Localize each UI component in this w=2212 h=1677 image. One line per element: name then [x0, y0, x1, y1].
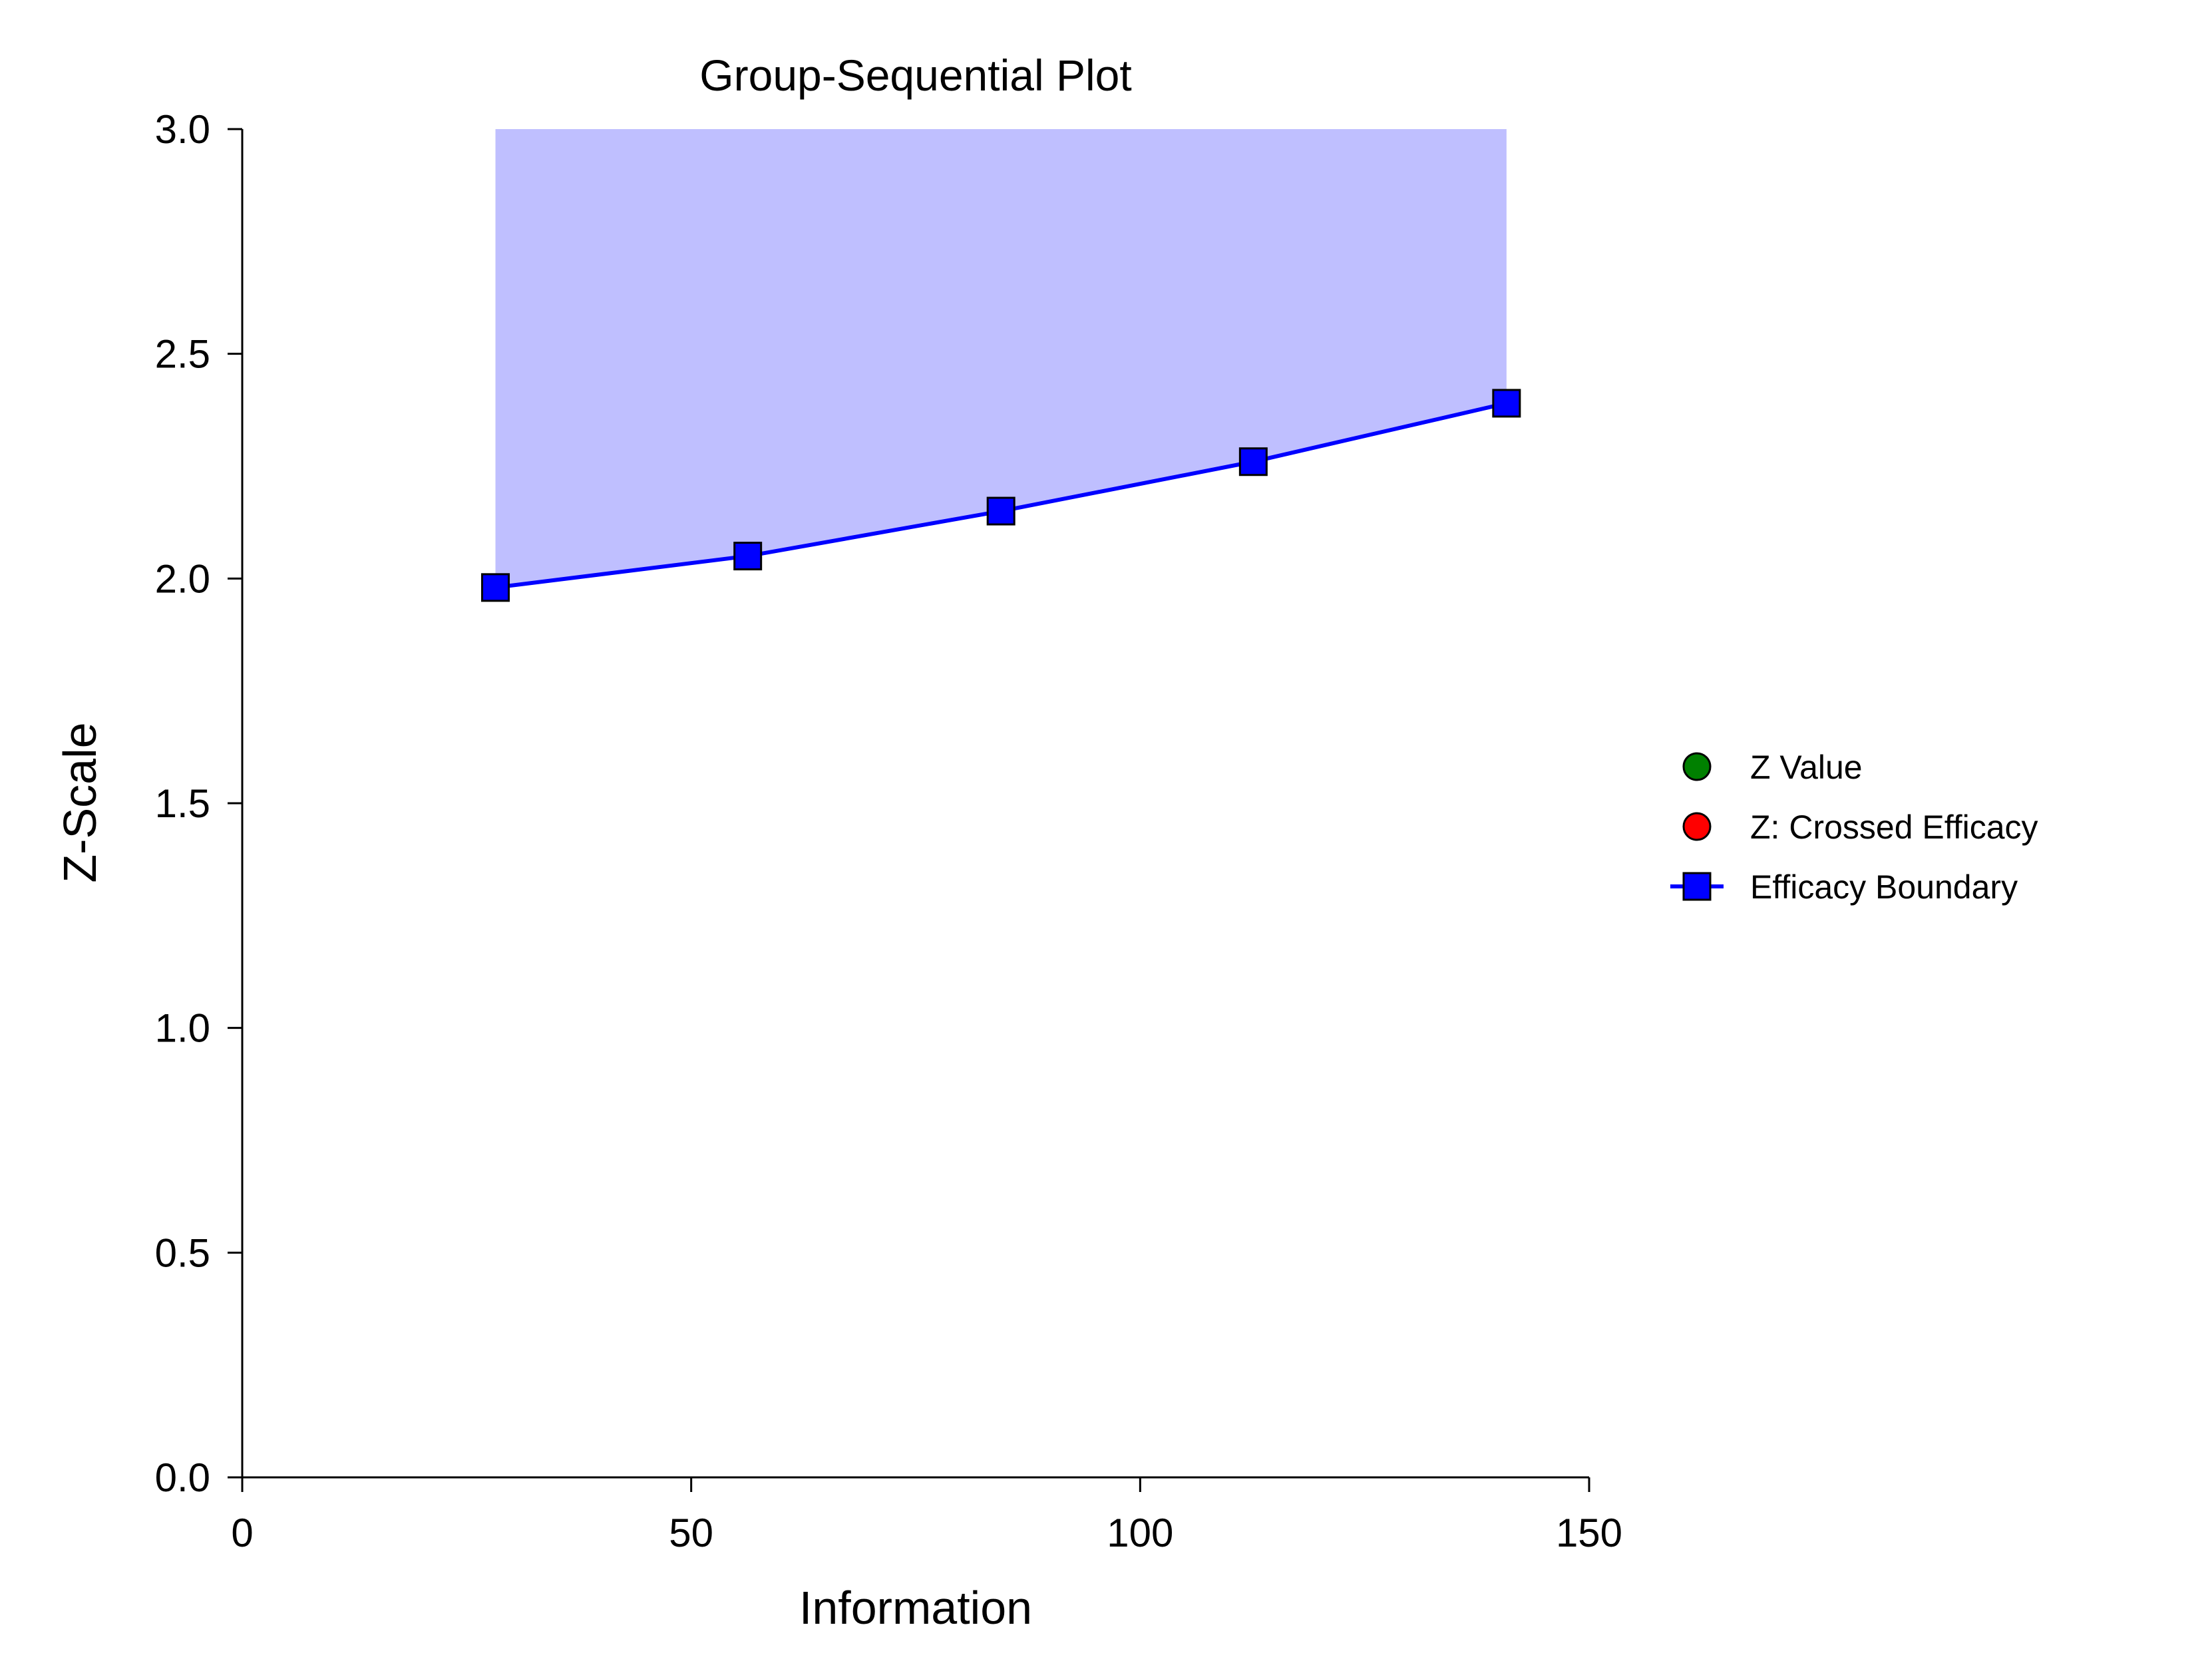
x-axis-ticks: 0 50 100 150 [231, 1477, 1622, 1555]
y-axis-title: Z-Scale [54, 722, 106, 882]
y-tick-label: 2.5 [155, 332, 210, 377]
efficacy-boundary-point [733, 542, 763, 571]
legend-label-z-value: Z Value [1750, 749, 1863, 786]
y-tick-label: 0.0 [155, 1455, 210, 1500]
legend-item-efficacy-boundary: Efficacy Boundary [1670, 868, 2018, 906]
x-tick-label: 50 [669, 1511, 713, 1555]
x-tick-label: 150 [1556, 1511, 1622, 1555]
y-tick-label: 3.0 [155, 107, 210, 152]
axes: 0.0 0.5 1.0 1.5 2.0 2.5 3.0 0 50 100 150 [155, 107, 1622, 1555]
y-tick-label: 1.0 [155, 1006, 210, 1051]
legend-marker-z-crossed-efficacy [1682, 812, 1712, 841]
chart-title: Group-Sequential Plot [699, 51, 1131, 100]
x-axis-title: Information [799, 1582, 1032, 1634]
x-tick-label: 0 [231, 1511, 253, 1555]
efficacy-region [495, 129, 1507, 588]
efficacy-boundary-point [481, 573, 510, 602]
efficacy-boundary-point [1238, 447, 1268, 476]
legend-marker-efficacy-boundary [1682, 872, 1712, 901]
efficacy-region-layer [495, 129, 1507, 588]
legend-marker-z-value [1682, 752, 1712, 781]
legend-item-z-value: Z Value [1682, 749, 1863, 786]
x-tick-label: 100 [1107, 1511, 1173, 1555]
series-layer [481, 389, 1521, 602]
legend-label-z-crossed-efficacy: Z: Crossed Efficacy [1750, 809, 2038, 846]
legend-item-z-crossed-efficacy: Z: Crossed Efficacy [1682, 809, 2038, 846]
efficacy-boundary-point [1492, 389, 1521, 418]
y-tick-label: 2.0 [155, 556, 210, 601]
legend: Z Value Z: Crossed Efficacy Efficacy Bou… [1670, 749, 2038, 906]
y-tick-label: 1.5 [155, 781, 210, 826]
legend-label-efficacy-boundary: Efficacy Boundary [1750, 868, 2018, 906]
efficacy-boundary-point [986, 496, 1015, 526]
y-tick-label: 0.5 [155, 1230, 210, 1275]
y-axis-ticks: 0.0 0.5 1.0 1.5 2.0 2.5 3.0 [155, 107, 242, 1500]
